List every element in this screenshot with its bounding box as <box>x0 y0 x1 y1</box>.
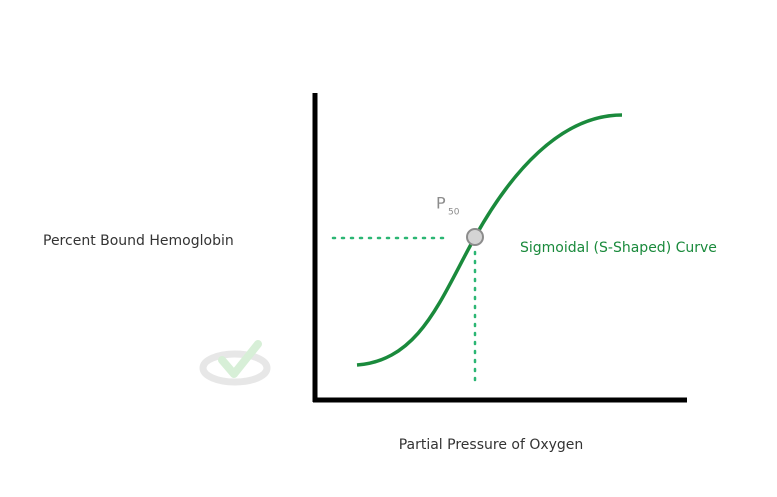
p50-point <box>466 228 484 246</box>
x-axis-label: Partial Pressure of Oxygen <box>399 437 584 453</box>
y-axis-label: Percent Bound Hemoglobin <box>43 233 234 249</box>
p50-label: P <box>436 194 446 213</box>
curve-label: Sigmoidal (S-Shaped) Curve <box>520 240 717 256</box>
p50-subscript: 50 <box>448 208 460 218</box>
watermark <box>199 340 271 386</box>
